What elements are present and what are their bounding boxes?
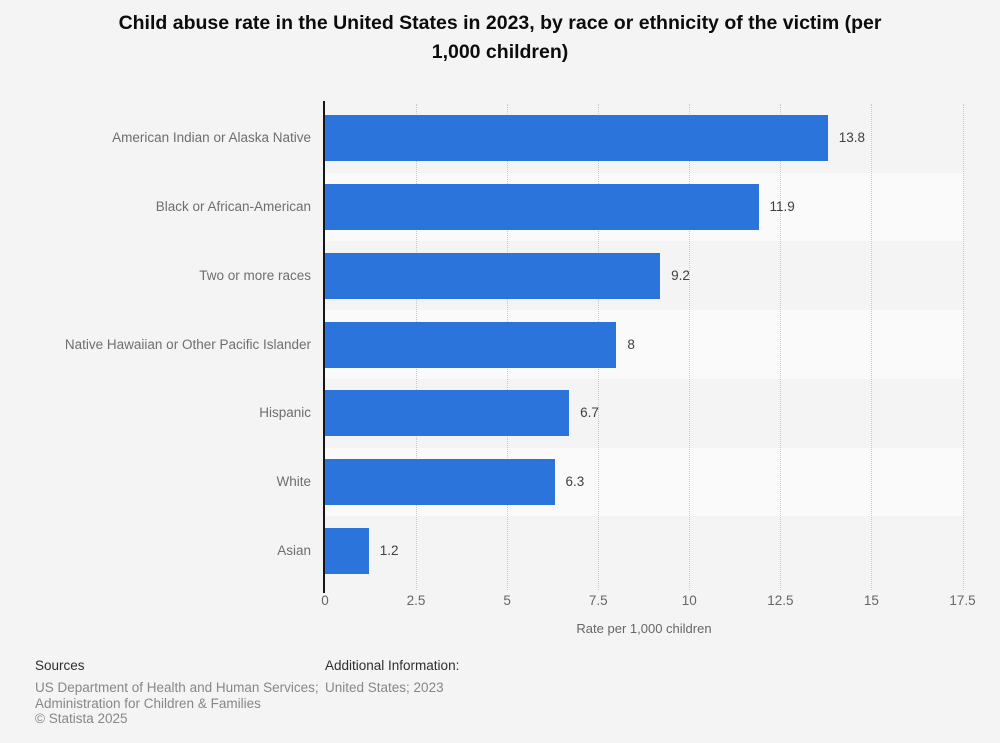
bar [325, 115, 828, 162]
bar [325, 390, 570, 437]
category-label: Black or African-American [155, 199, 311, 215]
sources-heading: Sources [35, 658, 85, 673]
bar [325, 321, 617, 368]
value-label: 1.2 [379, 542, 399, 558]
x-tick-label: 5 [503, 593, 511, 608]
bar [325, 252, 661, 299]
row-stripe [325, 516, 963, 585]
category-label: American Indian or Alaska Native [112, 130, 311, 146]
x-tick-label: 7.5 [588, 593, 608, 608]
footer-line: Administration for Children & Families [35, 695, 261, 711]
footer-additional-column: Additional Information: United States; 2… [325, 657, 459, 696]
category-label: Asian [277, 542, 311, 558]
category-label: Native Hawaiian or Other Pacific Islande… [64, 336, 311, 352]
additional-information-heading: Additional Information: [325, 658, 460, 673]
value-label: 11.9 [769, 199, 795, 215]
footer-line: © Statista 2025 [35, 711, 128, 726]
x-axis-tick-labels: 0 2.5 5 7.5 10 12.5 15 17.5 [321, 593, 975, 609]
gridline [962, 104, 964, 590]
x-tick-label: 12.5 [767, 593, 794, 608]
category-label: Hispanic [259, 405, 311, 421]
sources-lines: US Department of Health and Human Servic… [35, 680, 319, 727]
chart-title-line2: 1,000 children) [431, 41, 569, 63]
x-axis-title: Rate per 1,000 children [576, 621, 712, 636]
value-label: 13.8 [838, 130, 865, 146]
category-axis-labels: American Indian or Alaska Native Black or… [0, 104, 311, 585]
footer-line: US Department of Health and Human Servic… [35, 680, 319, 695]
y-axis-line [323, 101, 325, 593]
category-label: White [276, 473, 311, 489]
gridline [871, 104, 873, 590]
x-tick-label: 2.5 [406, 593, 426, 608]
plot-area: 13.8 11.9 9.2 8 6.7 6.3 1.2 [323, 101, 964, 593]
footer-line: United States; 2023 [325, 680, 444, 695]
additional-information-lines: United States; 2023 [325, 680, 459, 696]
value-label: 6.7 [580, 405, 599, 421]
gridline [689, 104, 691, 590]
chart-title: Child abuse rate in the United States in… [50, 9, 950, 67]
gridline [780, 104, 782, 590]
bar [325, 458, 555, 505]
category-label: Two or more races [199, 267, 311, 283]
x-tick-label: 15 [863, 593, 879, 608]
x-tick-label: 0 [321, 593, 329, 608]
value-label: 9.2 [671, 267, 690, 283]
chart-title-line1: Child abuse rate in the United States in… [118, 12, 882, 34]
bar [325, 527, 369, 574]
bar [325, 184, 759, 231]
footer-sources-column: Sources US Department of Health and Huma… [35, 657, 319, 727]
value-label: 6.3 [565, 473, 585, 489]
x-tick-label: 10 [681, 593, 697, 608]
x-tick-label: 17.5 [949, 593, 976, 608]
value-label: 8 [627, 336, 635, 352]
